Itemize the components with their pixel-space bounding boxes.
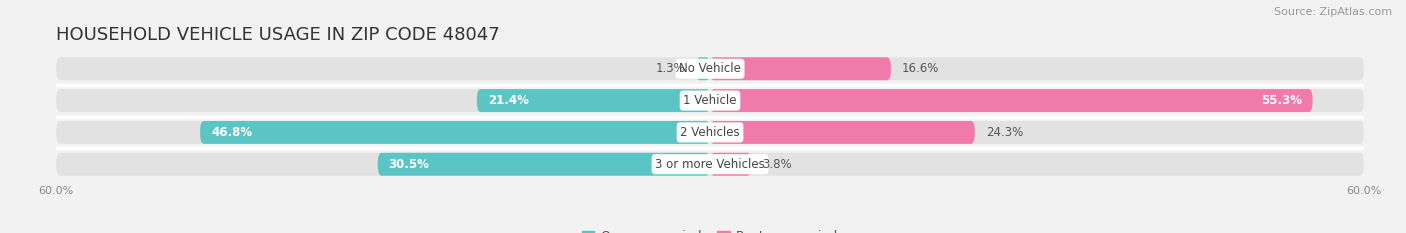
FancyBboxPatch shape [710,153,751,176]
Text: 1 Vehicle: 1 Vehicle [683,94,737,107]
Text: 30.5%: 30.5% [388,158,429,171]
Text: 55.3%: 55.3% [1261,94,1302,107]
FancyBboxPatch shape [56,57,1364,80]
FancyBboxPatch shape [477,89,710,112]
FancyBboxPatch shape [710,121,974,144]
FancyBboxPatch shape [710,57,891,80]
Text: 46.8%: 46.8% [211,126,252,139]
Text: Source: ZipAtlas.com: Source: ZipAtlas.com [1274,7,1392,17]
Text: 2 Vehicles: 2 Vehicles [681,126,740,139]
FancyBboxPatch shape [378,153,710,176]
FancyBboxPatch shape [56,89,1364,112]
FancyBboxPatch shape [56,121,1364,144]
Text: 1.3%: 1.3% [655,62,685,75]
Text: 16.6%: 16.6% [901,62,939,75]
Text: HOUSEHOLD VEHICLE USAGE IN ZIP CODE 48047: HOUSEHOLD VEHICLE USAGE IN ZIP CODE 4804… [56,26,501,44]
FancyBboxPatch shape [696,57,710,80]
FancyBboxPatch shape [56,153,1364,176]
Text: 3 or more Vehicles: 3 or more Vehicles [655,158,765,171]
Text: 3.8%: 3.8% [762,158,792,171]
Text: No Vehicle: No Vehicle [679,62,741,75]
Legend: Owner-occupied, Renter-occupied: Owner-occupied, Renter-occupied [582,230,838,233]
Text: 24.3%: 24.3% [986,126,1024,139]
FancyBboxPatch shape [710,89,1313,112]
Text: 21.4%: 21.4% [488,94,529,107]
FancyBboxPatch shape [200,121,710,144]
